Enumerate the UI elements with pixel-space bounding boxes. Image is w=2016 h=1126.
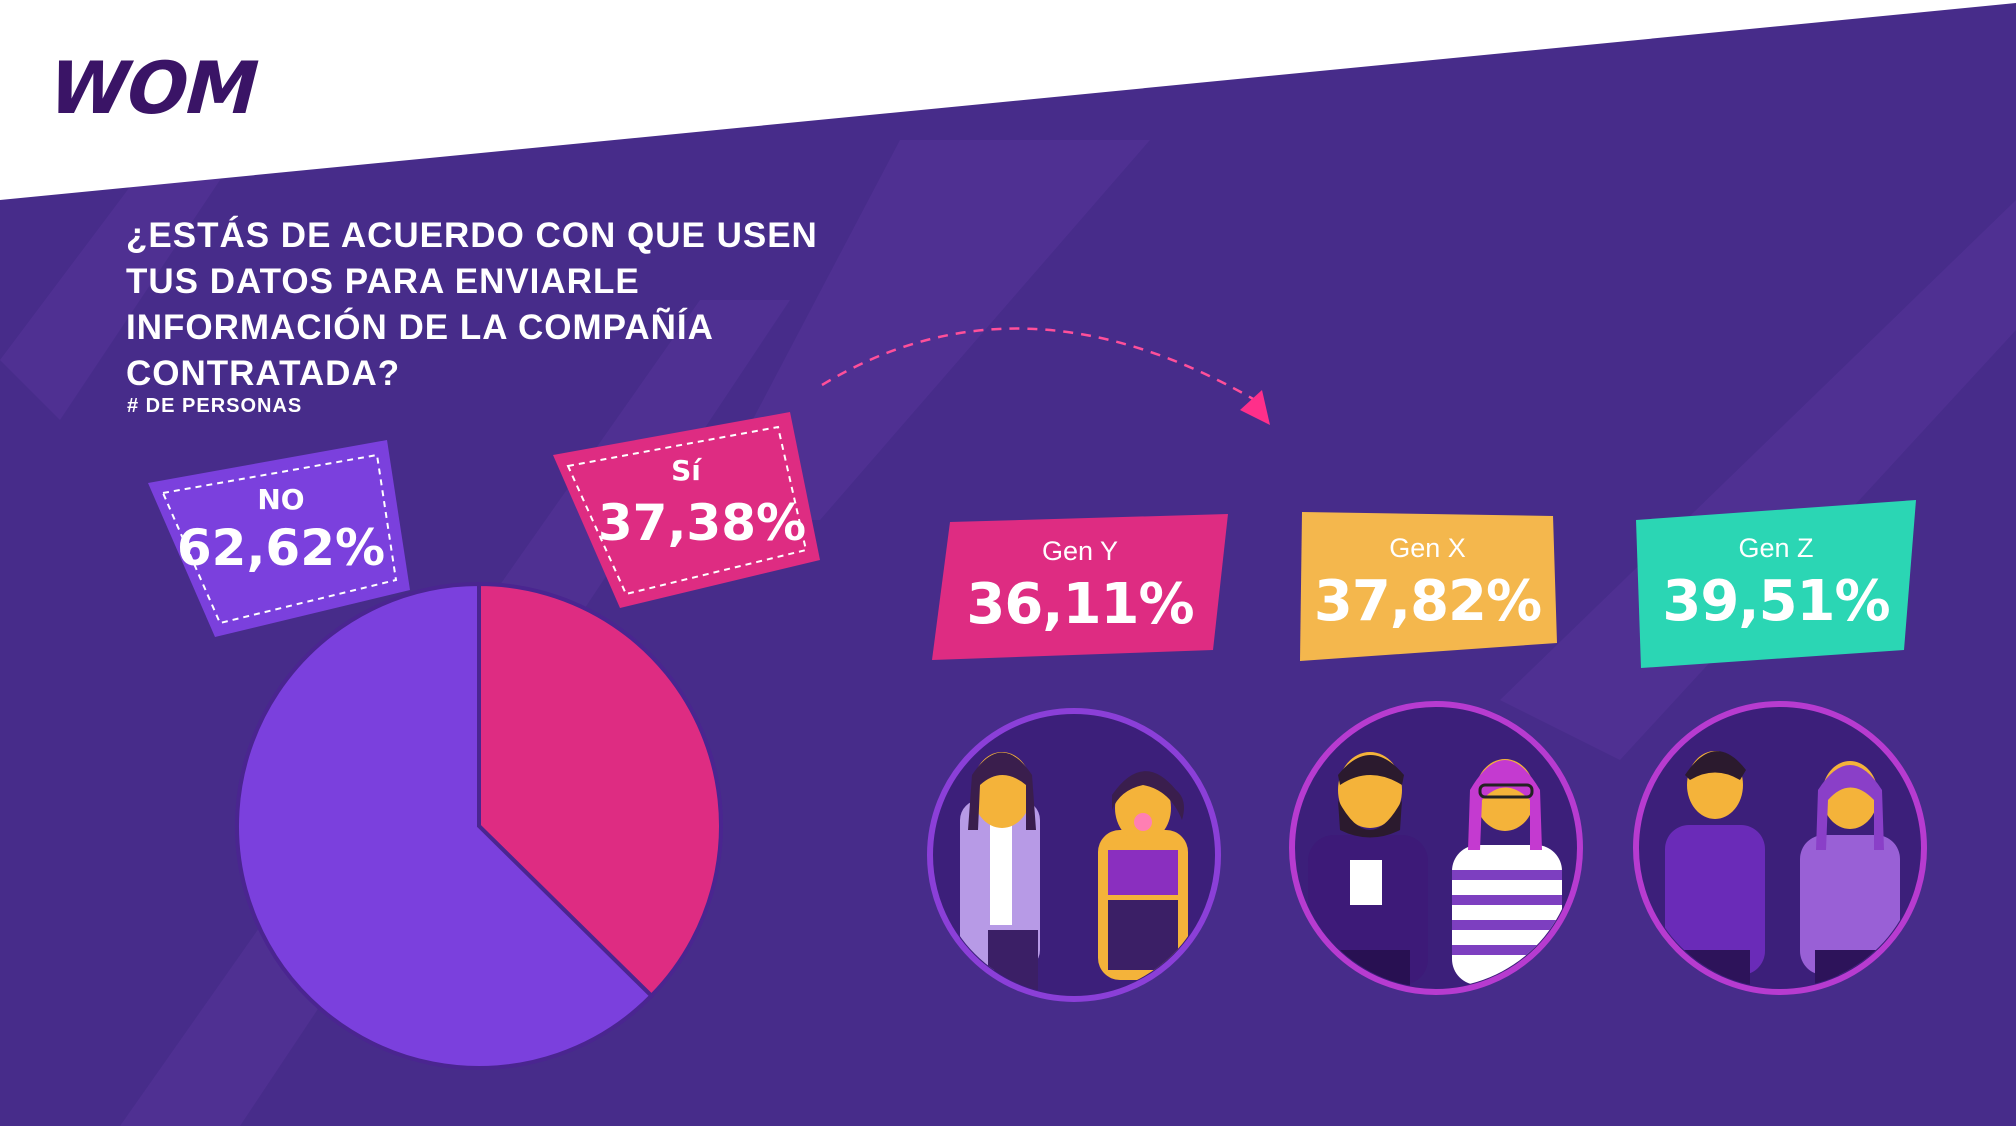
gen-z-label: Gen Z [1738, 533, 1814, 563]
si-label: Sí [671, 454, 702, 487]
si-value: 37,38% [598, 494, 806, 552]
gen-y-avatar-group [927, 708, 1221, 1002]
si-label-card: Sí 37,38% [553, 412, 820, 608]
gen-x-card-bg [1300, 512, 1557, 661]
no-label: NO [257, 483, 304, 516]
gen-z-avatar-group [1633, 701, 1927, 995]
pie-chart [235, 581, 723, 1070]
wom-logo: WOM [39, 46, 267, 130]
gen-x-avatar-group [1289, 701, 1583, 995]
gen-z-value: 39,51% [1662, 569, 1890, 634]
gen-z-card: Gen Z 39,51% [1640, 535, 1912, 630]
gen-y-card: Gen Y 36,11% [940, 538, 1220, 633]
chart-subtitle: # DE PERSONAS [127, 395, 303, 417]
gen-x-label: Gen X [1389, 533, 1466, 563]
header-banner [0, 0, 2016, 200]
arrow-head [1240, 390, 1270, 425]
dashed-arrow [821, 327, 1256, 402]
gen-x-card: Gen X 37,82% [1300, 535, 1555, 630]
pie-slice-si [477, 581, 723, 999]
no-value: 62,62% [177, 519, 385, 577]
gen-y-label: Gen Y [1041, 536, 1119, 566]
question-title: ¿ESTÁS DE ACUERDO CON QUE USEN TUS DATOS… [126, 216, 818, 393]
gen-y-value: 36,11% [966, 572, 1194, 637]
gen-z-card-bg [1636, 500, 1916, 668]
gen-y-card-bg [932, 514, 1228, 660]
no-label-card: NO 62,62% [148, 440, 410, 637]
pie-slice-no [235, 581, 655, 1070]
gen-x-value: 37,82% [1313, 569, 1542, 634]
